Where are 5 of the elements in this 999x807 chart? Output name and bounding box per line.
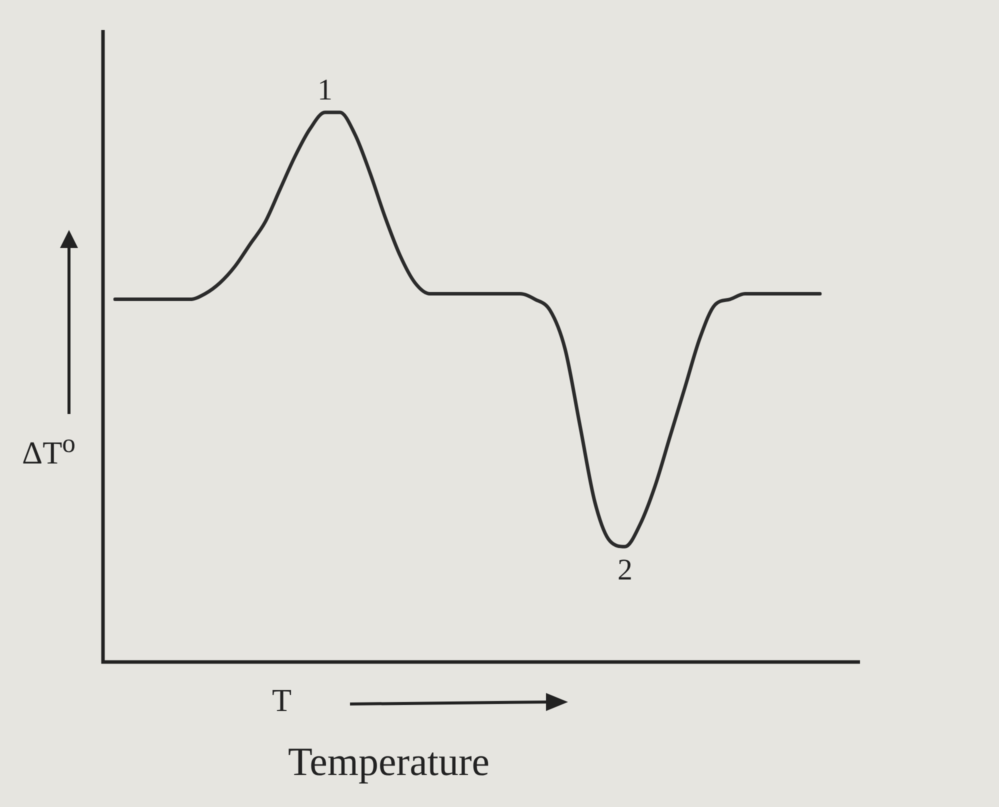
- annotation: 1: [318, 73, 332, 106]
- annotation: 2: [618, 553, 632, 586]
- x-axis-title: Temperature: [288, 738, 490, 785]
- y-axis-title: ΔT$^{o}$: [22, 428, 76, 472]
- text: T: [272, 682, 292, 719]
